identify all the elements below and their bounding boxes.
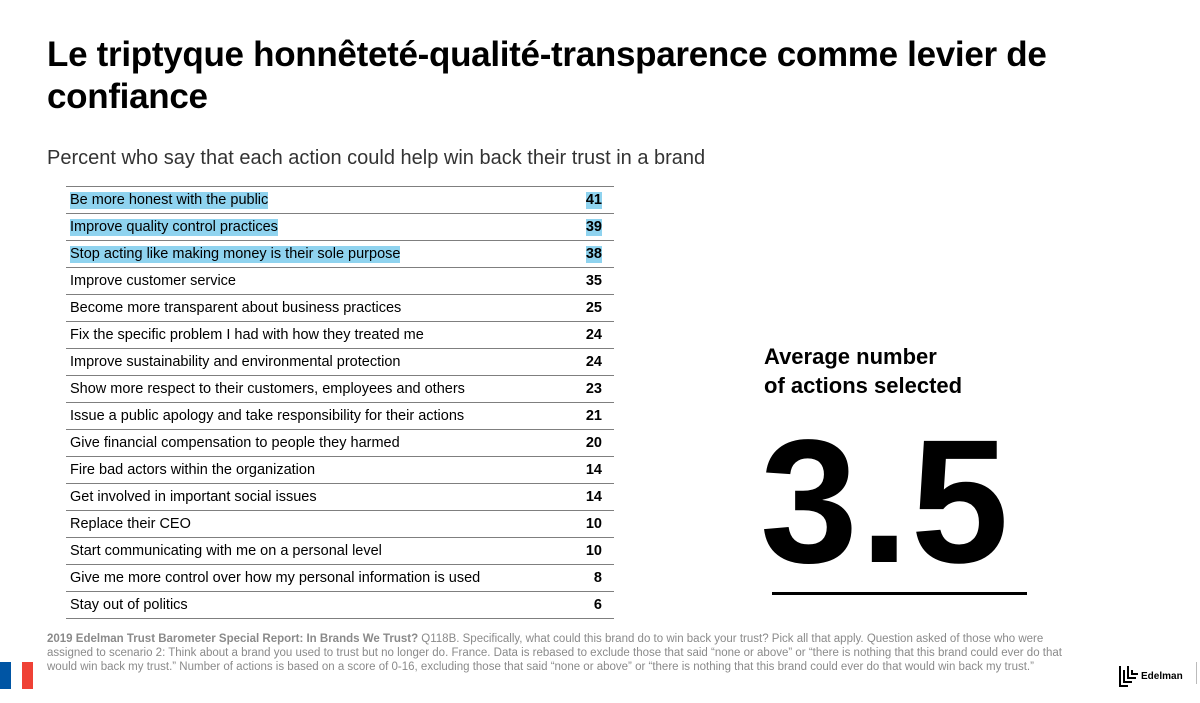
footnote-source: 2019 Edelman Trust Barometer Special Rep… bbox=[47, 633, 419, 645]
table-row: Replace their CEO 10 bbox=[66, 511, 614, 538]
table-row: Start communicating with me on a persona… bbox=[66, 538, 614, 565]
table-row: Improve sustainability and environmental… bbox=[66, 349, 614, 376]
footnote-text: Q118B. Specifically, what could this bra… bbox=[47, 633, 1062, 674]
row-label: Replace their CEO bbox=[70, 516, 191, 532]
row-label: Fire bad actors within the organization bbox=[70, 462, 316, 478]
page-title: Le triptyque honnêteté-qualité-transpare… bbox=[47, 35, 1047, 116]
footnote: 2019 Edelman Trust Barometer Special Rep… bbox=[47, 632, 1077, 675]
row-value: 35 bbox=[585, 273, 602, 289]
actions-table: Be more honest with the public 41 Improve … bbox=[66, 186, 614, 619]
row-label: Start communicating with me on a persona… bbox=[70, 543, 382, 559]
row-label: Improve customer service bbox=[70, 273, 236, 289]
divider bbox=[1196, 662, 1197, 684]
row-value: 10 bbox=[585, 543, 602, 559]
table-row: Improve customer service 35 bbox=[66, 268, 614, 295]
row-label: Be more honest with the public bbox=[70, 192, 269, 209]
average-label: Average number of actions selected bbox=[764, 342, 962, 400]
edelman-logo-icon bbox=[1119, 666, 1138, 687]
chart-subtitle: Percent who say that each action could h… bbox=[47, 147, 706, 169]
flag-stripe bbox=[0, 662, 11, 689]
row-value: 8 bbox=[593, 570, 602, 586]
table-row: Fire bad actors within the organization 1… bbox=[66, 457, 614, 484]
row-value: 14 bbox=[585, 489, 602, 505]
row-label: Stop acting like making money is their s… bbox=[70, 246, 401, 263]
average-label-line2: of actions selected bbox=[764, 373, 963, 398]
row-label: Give me more control over how my persona… bbox=[70, 570, 481, 586]
table-row: Issue a public apology and take responsi… bbox=[66, 403, 614, 430]
table-row: Get involved in important social issues 1… bbox=[66, 484, 614, 511]
table-row: Become more transparent about business p… bbox=[66, 295, 614, 322]
table-row: Give me more control over how my persona… bbox=[66, 565, 614, 592]
row-label: Improve quality control practices bbox=[70, 219, 278, 236]
row-label: Fix the specific problem I had with how … bbox=[70, 327, 424, 343]
row-value: 14 bbox=[585, 462, 602, 478]
table-row: Stop acting like making money is their s… bbox=[66, 241, 614, 268]
table-row: Stay out of politics 6 bbox=[66, 592, 614, 619]
france-flag-icon bbox=[0, 662, 33, 689]
row-value: 24 bbox=[585, 327, 602, 343]
row-label: Become more transparent about business p… bbox=[70, 300, 402, 316]
row-label: Improve sustainability and environmental… bbox=[70, 354, 401, 370]
row-value: 39 bbox=[585, 219, 602, 236]
row-value: 10 bbox=[585, 516, 602, 532]
table-row: Improve quality control practices 39 bbox=[66, 214, 614, 241]
row-value: 41 bbox=[585, 192, 602, 209]
edelman-logo: Edelman bbox=[1117, 664, 1183, 688]
row-value: 25 bbox=[585, 300, 602, 316]
row-label: Issue a public apology and take responsi… bbox=[70, 408, 465, 424]
row-label: Show more respect to their customers, em… bbox=[70, 381, 465, 397]
row-value: 23 bbox=[585, 381, 602, 397]
row-value: 6 bbox=[593, 597, 602, 613]
row-label: Get involved in important social issues bbox=[70, 489, 317, 505]
average-value: 3.5 bbox=[760, 404, 1011, 600]
row-value: 21 bbox=[585, 408, 602, 424]
flag-stripe bbox=[11, 662, 22, 689]
row-value: 38 bbox=[585, 246, 602, 263]
table-row: Show more respect to their customers, em… bbox=[66, 376, 614, 403]
row-label: Stay out of politics bbox=[70, 597, 188, 613]
average-underline bbox=[772, 592, 1027, 595]
row-label: Give financial compensation to people th… bbox=[70, 435, 400, 451]
table-row: Fix the specific problem I had with how … bbox=[66, 322, 614, 349]
table-row: Be more honest with the public 41 bbox=[66, 187, 614, 214]
edelman-logo-text: Edelman bbox=[1141, 670, 1183, 682]
flag-stripe bbox=[22, 662, 33, 689]
average-label-line1: Average number bbox=[764, 344, 937, 369]
table-row: Give financial compensation to people th… bbox=[66, 430, 614, 457]
row-value: 20 bbox=[585, 435, 602, 451]
row-value: 24 bbox=[585, 354, 602, 370]
